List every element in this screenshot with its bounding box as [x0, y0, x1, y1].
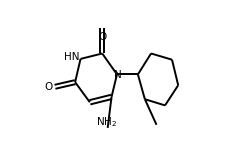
Text: N: N — [114, 70, 122, 80]
Text: O: O — [98, 32, 106, 42]
Text: HN: HN — [64, 52, 80, 62]
Text: O: O — [44, 82, 52, 92]
Text: NH$_2$: NH$_2$ — [95, 116, 116, 129]
